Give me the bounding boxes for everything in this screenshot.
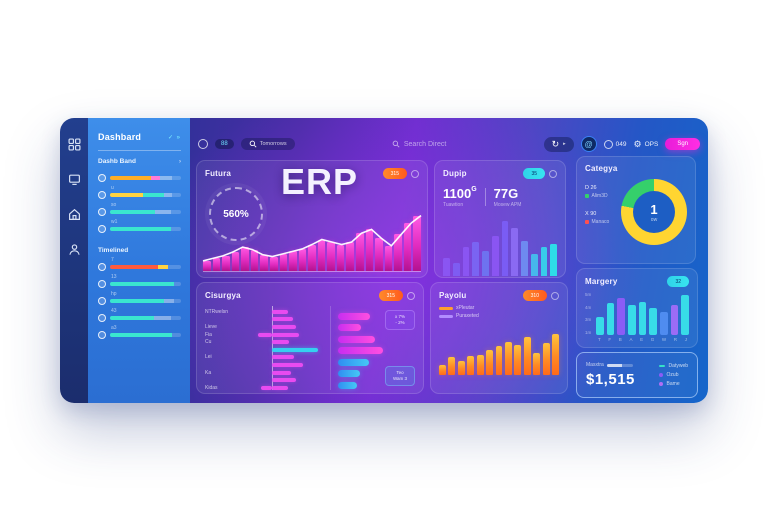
legend-swatch <box>439 306 453 310</box>
chevron-right-icon[interactable]: › <box>179 158 181 165</box>
tornado-chart: NTRwelsn Lieve Fia Cu Lei Ka Kidas <box>205 306 323 391</box>
refresh-button[interactable]: ↻ ▸ <box>543 136 574 152</box>
sidebar-header-icons[interactable]: ✓ » <box>167 134 181 141</box>
more-icon[interactable] <box>411 169 419 178</box>
dashboard-panel: Dashbard ✓ » Dashb Band › u so w1 Timeline… <box>60 118 708 403</box>
home-icon[interactable] <box>68 208 81 221</box>
gear-icon: ⚙ <box>633 138 642 149</box>
counter-a[interactable]: 049 <box>603 139 627 149</box>
total-legend: Datyweb Ozub Bame <box>658 363 688 387</box>
futura-trend-line <box>203 208 421 271</box>
stat-divider <box>484 188 486 206</box>
card-futura-title: Futura <box>205 169 232 178</box>
stat-block-1: 1100G Tuawtion <box>443 186 477 208</box>
card-futura: Futura 315 560% ERP <box>196 160 428 278</box>
gauge-value: 560% <box>223 208 249 220</box>
hbar-chart <box>338 312 393 389</box>
global-search-input[interactable]: Search Direct <box>302 140 537 148</box>
legend-swatch <box>439 314 453 318</box>
card-payolu: Payolu 310 xPleutar Puraxeted <box>430 282 568 394</box>
total-progress <box>606 363 633 367</box>
refresh-icon: ↻ <box>551 138 560 149</box>
monitor-icon[interactable] <box>68 173 81 186</box>
sidebar-progress-list-2: 7 13 hp 43 a3 <box>98 257 181 339</box>
erp-headline: ERP <box>281 161 359 202</box>
legend-dot <box>658 373 663 377</box>
card-futura-pill-button[interactable]: 315 <box>382 168 407 179</box>
donut-legend: D 26 Alim3D X 90 Manaco <box>585 179 615 245</box>
card-inner-divider <box>330 306 331 390</box>
legend-dot <box>585 194 589 198</box>
topbar-badge[interactable]: 88 <box>215 139 234 149</box>
more-icon[interactable] <box>549 169 557 178</box>
legend-item: X 90 Manaco <box>585 211 610 225</box>
sidebar-title: Dashbard <box>98 132 142 142</box>
grid-icon[interactable] <box>67 138 81 151</box>
donut-chart: 1 ow <box>621 179 687 245</box>
stat-chip-2: Teo Wam 3 <box>385 366 415 386</box>
avatar-circle-icon[interactable] <box>198 139 208 149</box>
card-dupip-title: Dupip <box>443 169 467 178</box>
card-category: Categya D 26 Alim3D X 90 Manaco 1 <box>576 156 696 264</box>
counter-b[interactable]: ⚙ OPS <box>633 138 659 149</box>
card-surplaya-pill-button[interactable]: 315 <box>378 290 403 301</box>
y-axis-ticks: 5m 4m 3m 1m <box>585 292 592 335</box>
sidebar-section1-label: Dashb Band <box>98 158 136 165</box>
more-icon[interactable] <box>407 291 415 300</box>
search-icon <box>392 140 400 148</box>
sidebar-progress-list-1: u so w1 <box>98 168 181 233</box>
search-icon <box>249 140 257 148</box>
sidebar-divider <box>98 150 181 151</box>
stat-block-2: 77G Mosew APM <box>493 186 522 208</box>
quick-search-pill[interactable]: Tomorrows <box>240 138 295 150</box>
card-total: Masxtra $1,515 Datyweb Ozub Bame <box>576 352 698 398</box>
caret-icon: ▸ <box>563 141 566 147</box>
card-margery-title: Margery <box>585 277 618 286</box>
legend-dot <box>585 220 589 224</box>
stat-chip-1: x 7% - 2% <box>385 310 415 330</box>
total-label: Masxtra <box>586 362 604 368</box>
margery-bars <box>596 291 690 335</box>
futura-bars <box>203 208 421 271</box>
donut-center-value: 1 <box>650 201 658 217</box>
card-category-title: Categya <box>585 164 618 173</box>
card-dupip: Dupip 35 1100G Tuawtion 77G Mosew APM <box>434 160 566 278</box>
legend-dash <box>658 365 665 367</box>
gauge-ring: 560% <box>209 187 263 241</box>
legend-item: D 26 Alim3D <box>585 185 608 199</box>
card-margery-pill-button[interactable]: 32 <box>667 276 689 287</box>
futura-chart <box>203 208 421 272</box>
payolu-bars <box>439 323 559 375</box>
card-surplaya-title: Cisurgya <box>205 291 241 300</box>
user-icon[interactable] <box>68 243 81 256</box>
sidebar: Dashbard ✓ » Dashb Band › u so w1 Timeline… <box>88 118 190 403</box>
legend-dot <box>658 382 663 386</box>
at-button[interactable]: @ <box>580 136 597 152</box>
total-value: $1,515 <box>586 371 635 388</box>
circle-icon <box>603 139 613 149</box>
icon-rail <box>60 118 88 403</box>
redo-icon[interactable] <box>551 291 559 300</box>
donut-center-sub: ow <box>650 216 658 223</box>
sidebar-section2-label: Timelined <box>98 247 129 254</box>
card-payolu-pill-button[interactable]: 310 <box>522 290 547 301</box>
topbar: 88 Tomorrows Search Direct ↻ ▸ @ 049 ⚙ O… <box>198 131 700 157</box>
main-area: 88 Tomorrows Search Direct ↻ ▸ @ 049 ⚙ O… <box>190 118 708 403</box>
payolu-legend: xPleutar Puraxeted <box>439 305 559 319</box>
card-surplaya: Cisurgya 315 NTRwelsn Lieve Fia Cu Lei Ka Kida… <box>196 282 424 394</box>
card-payolu-title: Payolu <box>439 291 467 300</box>
primary-cta-button[interactable]: Sgn <box>665 138 700 150</box>
dupip-bars <box>443 216 557 276</box>
hbar-group: x 7% - 2% Teo Wam 3 <box>338 306 415 390</box>
card-dupip-pill-button[interactable]: 35 <box>523 168 545 179</box>
